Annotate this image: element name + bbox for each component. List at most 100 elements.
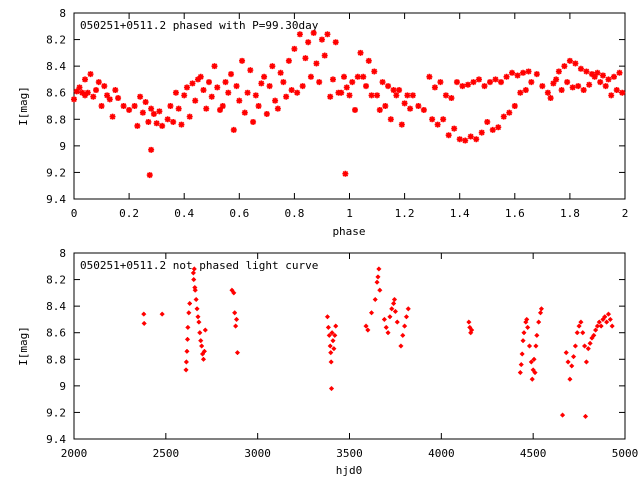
data-point (338, 89, 345, 96)
data-point (139, 109, 146, 116)
data-point (146, 172, 153, 179)
data-point (390, 87, 397, 94)
data-point (528, 79, 535, 86)
top-panel-title: 050251+0511.2 phased with P=99.30day (80, 19, 319, 32)
data-point (403, 314, 410, 320)
data-point (374, 279, 380, 285)
data-point (82, 76, 89, 83)
data-point (101, 83, 108, 90)
data-point (205, 79, 212, 86)
top-x-ticks: 0 0.2 0.4 0.6 0.8 1 1.2 1.4 1.6 1.8 2 (71, 13, 629, 220)
data-point (607, 316, 613, 323)
data-point (445, 132, 452, 139)
data-point (112, 87, 119, 94)
data-point (533, 343, 539, 349)
data-point (150, 110, 157, 117)
data-point (250, 118, 257, 125)
x-tick-label: 2 (622, 207, 629, 220)
data-point (203, 105, 210, 112)
data-point (599, 72, 606, 79)
data-point (385, 330, 391, 336)
data-point (172, 89, 179, 96)
data-point (247, 67, 254, 74)
data-point (520, 338, 526, 344)
data-point (470, 79, 477, 86)
data-point (602, 314, 608, 320)
data-point (532, 369, 538, 376)
data-point (565, 359, 571, 365)
data-point (570, 353, 577, 360)
x-tick-label: 2500 (153, 447, 180, 460)
data-point (175, 105, 182, 112)
y-tick-label: 9.4 (46, 193, 66, 206)
top-y-axis-label: I[mag] (17, 86, 30, 126)
data-point (354, 73, 361, 80)
data-point (550, 80, 557, 87)
data-point (71, 96, 77, 103)
data-point (585, 346, 591, 352)
data-point (596, 319, 602, 325)
data-point (185, 324, 191, 331)
data-point (401, 323, 408, 329)
data-point (296, 31, 303, 38)
data-point (193, 296, 199, 303)
data-point (594, 69, 601, 76)
data-point (93, 87, 100, 94)
data-point (392, 308, 399, 315)
data-point (572, 60, 579, 67)
data-point (200, 356, 207, 362)
data-point (233, 83, 240, 90)
bottom-y-ticks: 8 8.2 8.4 8.6 8.8 9 9.2 9.4 (46, 247, 625, 446)
data-point (387, 116, 394, 123)
data-point (603, 319, 610, 325)
y-tick-label: 9.4 (46, 433, 66, 446)
data-point (234, 349, 241, 356)
data-point (285, 57, 292, 64)
top-plot-frame (73, 12, 626, 200)
data-point (608, 92, 615, 99)
y-tick-label: 9.2 (46, 406, 66, 419)
data-point (274, 105, 281, 112)
data-point (440, 116, 447, 123)
data-point (365, 327, 371, 333)
data-point (321, 52, 328, 59)
data-point (525, 68, 532, 75)
data-point (346, 92, 353, 99)
data-point (73, 88, 80, 95)
data-point (475, 76, 482, 83)
data-point (534, 332, 540, 339)
data-point (587, 340, 593, 346)
x-tick-label: 0.2 (119, 207, 139, 220)
data-point (511, 103, 518, 109)
x-tick-label: 1.2 (395, 207, 415, 220)
data-point (261, 73, 268, 80)
data-point (451, 125, 458, 132)
data-point (183, 367, 189, 373)
data-point (437, 79, 444, 86)
phased-light-curve-panel: 050251+0511.2 phased with P=99.30day pha… (17, 7, 628, 238)
data-point (153, 120, 160, 127)
data-point (385, 83, 392, 90)
y-tick-label: 8.2 (46, 274, 66, 287)
data-point (186, 113, 193, 120)
x-tick-label: 0.6 (229, 207, 249, 220)
data-point (448, 95, 455, 102)
data-point (558, 87, 565, 94)
data-point (170, 118, 177, 125)
data-point (255, 103, 262, 109)
data-point (324, 314, 331, 320)
data-point (509, 69, 516, 76)
data-point (241, 109, 248, 116)
data-point (329, 76, 336, 83)
data-point (492, 76, 499, 83)
data-point (252, 92, 259, 99)
data-point (340, 73, 347, 80)
data-point (269, 63, 276, 70)
data-point (389, 306, 395, 312)
data-point (561, 63, 568, 70)
data-point (594, 323, 601, 329)
data-point (327, 343, 333, 349)
data-point (239, 57, 246, 64)
data-point (365, 57, 372, 64)
data-point (190, 270, 197, 276)
